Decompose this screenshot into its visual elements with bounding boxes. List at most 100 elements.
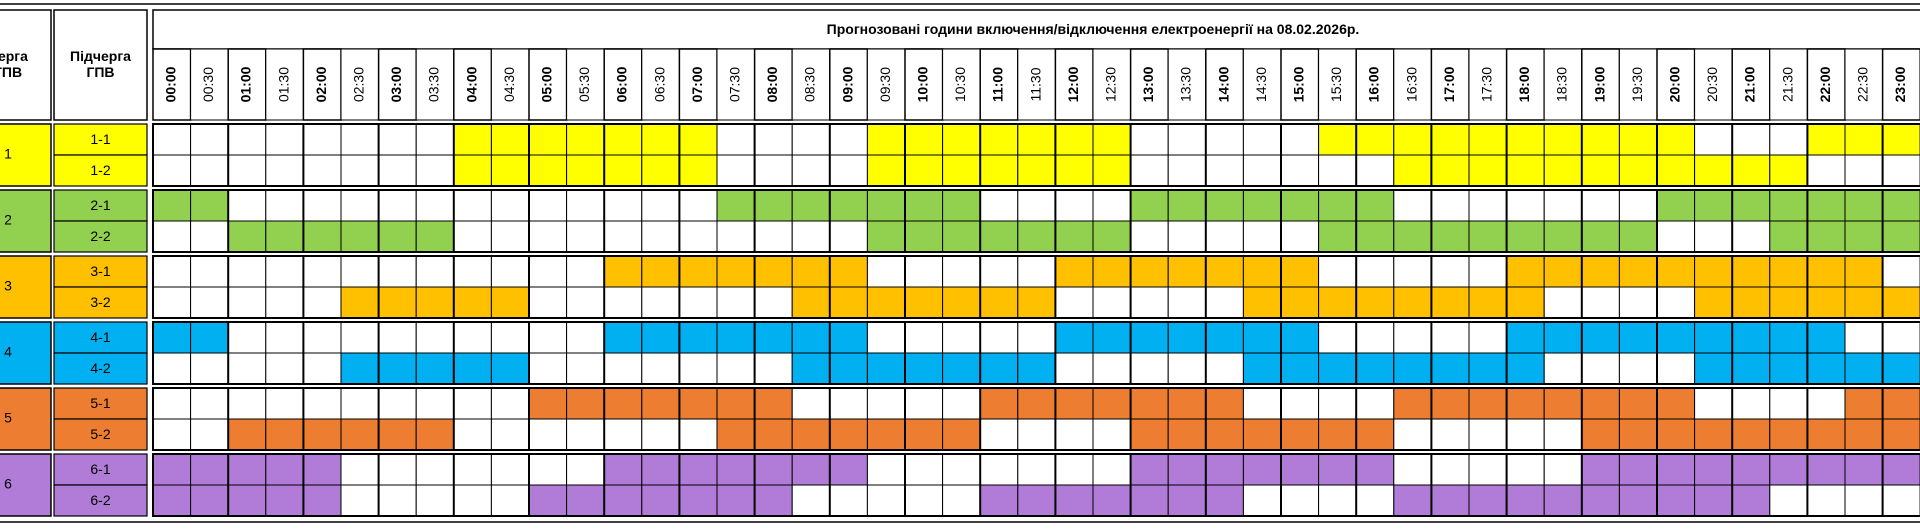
slot-cell bbox=[942, 286, 981, 319]
time-header-cell bbox=[1618, 48, 1658, 121]
slot-cell bbox=[566, 352, 605, 385]
slot-cell bbox=[1017, 154, 1056, 187]
slot-cell bbox=[378, 123, 417, 156]
time-header-cell bbox=[904, 48, 944, 121]
slot-cell bbox=[190, 286, 229, 319]
slot-cell bbox=[152, 387, 192, 420]
slot-cell bbox=[340, 286, 380, 319]
slot-cell bbox=[1092, 189, 1132, 222]
slot-cell bbox=[754, 189, 793, 222]
slot-cell bbox=[302, 255, 342, 288]
slot-cell bbox=[378, 352, 417, 385]
slot-cell bbox=[678, 255, 718, 288]
time-header-cell bbox=[302, 48, 342, 121]
slot-cell bbox=[1430, 255, 1470, 288]
time-label: 11:00 bbox=[990, 67, 1006, 102]
time-label: 00:30 bbox=[200, 67, 216, 102]
slot-cell bbox=[340, 321, 380, 354]
slot-cell bbox=[1769, 189, 1808, 222]
subgroup-label: 2-1 bbox=[90, 197, 110, 213]
slot-cell bbox=[1581, 189, 1620, 222]
slot-cell bbox=[1280, 321, 1320, 354]
subgroup-label: 3-2 bbox=[90, 294, 110, 310]
slot-cell bbox=[1017, 453, 1056, 486]
time-label: 01:30 bbox=[275, 67, 291, 102]
slot-cell bbox=[1468, 286, 1508, 319]
slot-cell bbox=[1318, 387, 1357, 420]
slot-cell bbox=[378, 255, 417, 288]
slot-cell bbox=[1130, 484, 1169, 517]
slot-cell bbox=[490, 220, 530, 253]
subgroup-cell bbox=[53, 154, 148, 187]
time-label: 10:30 bbox=[952, 67, 968, 102]
slot-cell bbox=[453, 418, 492, 451]
slot-cell bbox=[829, 484, 868, 517]
time-label: 03:30 bbox=[426, 67, 442, 102]
time-header-cell bbox=[1017, 48, 1056, 121]
subgroup-header: Підчерга ГПВ bbox=[70, 48, 131, 80]
slot-cell bbox=[1092, 255, 1132, 288]
slot-cell bbox=[1618, 255, 1658, 288]
slot-cell bbox=[1882, 154, 1920, 187]
slot-cell bbox=[1694, 286, 1733, 319]
slot-cell bbox=[1242, 387, 1282, 420]
slot-cell bbox=[1130, 189, 1169, 222]
time-header-cell bbox=[528, 48, 568, 121]
slot-cell bbox=[1205, 352, 1244, 385]
time-header-cell bbox=[1129, 48, 1169, 121]
slot-cell bbox=[1731, 154, 1771, 187]
slot-cell bbox=[1318, 484, 1357, 517]
slot-cell bbox=[1618, 286, 1658, 319]
slot-cell bbox=[453, 453, 492, 486]
slot-cell bbox=[1430, 286, 1470, 319]
slot-cell bbox=[566, 286, 605, 319]
slot-cell bbox=[1280, 154, 1320, 187]
slot-cell bbox=[453, 220, 492, 253]
slot-cell bbox=[1355, 220, 1395, 253]
slot-cell bbox=[716, 321, 756, 354]
queue-cell bbox=[0, 387, 52, 451]
time-label: 22:30 bbox=[1855, 67, 1871, 102]
subgroup-cell bbox=[53, 484, 148, 517]
slot-cell bbox=[1844, 189, 1884, 222]
slot-cell bbox=[528, 418, 568, 451]
slot-cell bbox=[1355, 189, 1395, 222]
slot-cell bbox=[904, 418, 944, 451]
slot-cell bbox=[1092, 286, 1132, 319]
slot-cell bbox=[1355, 154, 1395, 187]
time-header-cell bbox=[1355, 48, 1395, 121]
slot-cell bbox=[490, 484, 530, 517]
slot-cell bbox=[829, 418, 868, 451]
slot-cell bbox=[1167, 189, 1207, 222]
slot-cell bbox=[415, 123, 455, 156]
time-header-cell bbox=[377, 48, 417, 121]
slot-cell bbox=[1844, 255, 1884, 288]
slot-cell bbox=[1242, 123, 1282, 156]
slot-cell bbox=[641, 321, 680, 354]
queue-cell bbox=[0, 123, 52, 187]
subgroup-label: 5-1 bbox=[90, 395, 110, 411]
slot-cell bbox=[1355, 352, 1395, 385]
slot-cell bbox=[942, 418, 981, 451]
slot-cell bbox=[1844, 352, 1884, 385]
subgroup-label: 1-1 bbox=[90, 131, 110, 147]
slot-cell bbox=[866, 189, 906, 222]
slot-cell bbox=[1355, 321, 1395, 354]
subgroup-label: 6-2 bbox=[90, 492, 110, 508]
slot-cell bbox=[1844, 154, 1884, 187]
slot-cell bbox=[1167, 220, 1207, 253]
slot-cell bbox=[1543, 189, 1583, 222]
slot-cell bbox=[1092, 123, 1132, 156]
slot-cell bbox=[528, 255, 568, 288]
subgroup-label: 3-1 bbox=[90, 263, 110, 279]
slot-cell bbox=[1656, 220, 1696, 253]
slot-cell bbox=[1054, 123, 1094, 156]
slot-cell bbox=[1130, 154, 1169, 187]
slot-cell bbox=[866, 286, 906, 319]
slot-cell bbox=[866, 352, 906, 385]
slot-cell bbox=[152, 453, 192, 486]
time-header-cell bbox=[490, 48, 530, 121]
slot-cell bbox=[1393, 484, 1432, 517]
slot-cell bbox=[1430, 352, 1470, 385]
